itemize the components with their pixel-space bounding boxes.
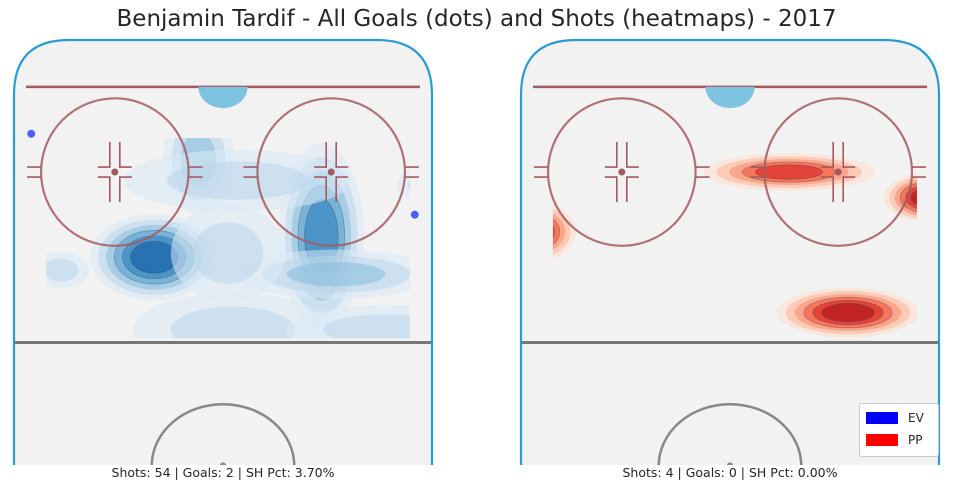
legend: EV PP [859, 403, 939, 457]
shot-stats-pp: Shots: 4 | Goals: 0 | SH Pct: 0.00% [622, 465, 838, 480]
density-contour [130, 240, 179, 274]
density-contour [323, 314, 410, 339]
density-contour [286, 262, 386, 287]
shot-stats-ev: Shots: 54 | Goals: 2 | SH Pct: 3.70% [111, 465, 335, 480]
rink-boards [12, 38, 434, 465]
rink-ice [521, 40, 939, 465]
density-contour [552, 225, 555, 239]
goal-crease [705, 86, 755, 109]
density-contour [444, 115, 446, 169]
shot-heatmap [45, 100, 446, 339]
goal-crease [198, 86, 248, 109]
legend-swatch-ev [866, 412, 898, 424]
density-contour [910, 190, 917, 206]
rink-boards [519, 38, 941, 465]
density-contour [435, 100, 446, 184]
centre-circle [150, 402, 296, 465]
density-contour [166, 161, 309, 200]
goal-dot [410, 210, 419, 219]
density-contour [192, 222, 264, 284]
rink-panel-pp [519, 38, 941, 465]
centre-dot [220, 462, 226, 465]
density-contour [436, 162, 446, 310]
chart-title: Benjamin Tardif - All Goals (dots) and S… [116, 6, 837, 32]
legend-item-pp: PP [866, 433, 922, 447]
legend-swatch-pp [866, 434, 898, 446]
goal-dot [27, 129, 36, 138]
faceoff-circle-right [243, 97, 419, 247]
density-contour [170, 306, 295, 339]
centre-dot [727, 462, 733, 465]
density-contour [821, 303, 875, 323]
rink-panel-ev [12, 38, 446, 465]
legend-label-ev: EV [908, 411, 924, 425]
centre-circle [657, 402, 803, 465]
faceoff-circle-left [534, 97, 710, 247]
density-contour [407, 179, 410, 191]
legend-label-pp: PP [908, 433, 923, 447]
density-contour [552, 218, 561, 246]
density-contour [754, 164, 824, 180]
legend-item-ev: EV [866, 411, 924, 425]
faceoff-circle-left [27, 97, 203, 247]
shot-heatmap [552, 153, 917, 338]
faceoff-circle-right [750, 97, 926, 247]
density-contour [45, 258, 79, 282]
density-contour [439, 108, 446, 177]
